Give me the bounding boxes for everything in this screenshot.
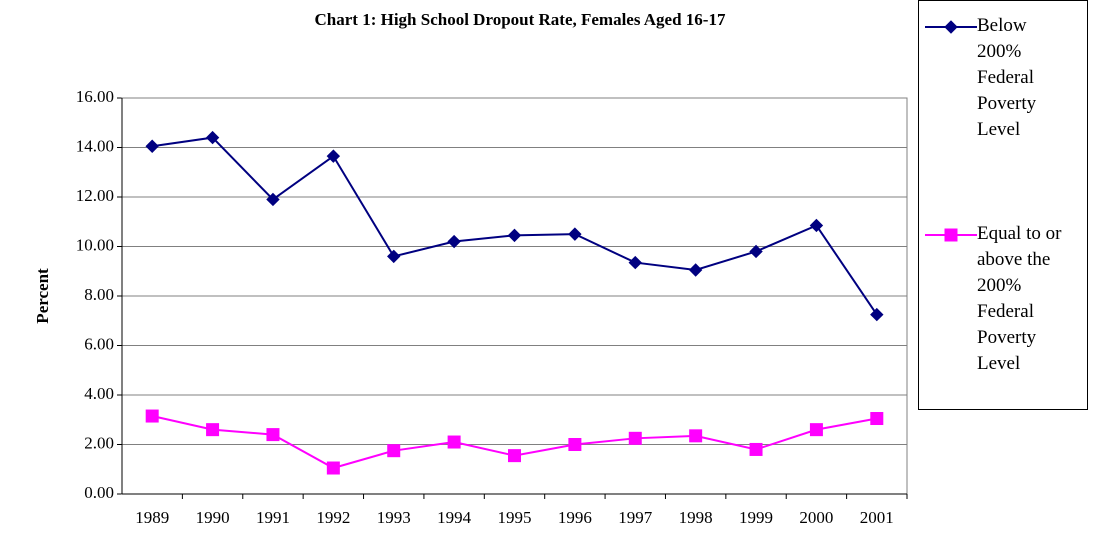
x-tick-label: 1997 (618, 508, 653, 527)
series-line (152, 136, 878, 316)
x-tick-label: 1993 (377, 508, 411, 527)
marker (447, 435, 461, 449)
marker (944, 20, 958, 34)
x-tick-label: 2000 (799, 508, 833, 527)
marker (568, 438, 582, 451)
marker (145, 139, 159, 153)
x-tick-label: 1995 (498, 508, 532, 527)
marker (387, 249, 401, 264)
marker (266, 428, 280, 442)
x-tick-label: 1998 (679, 508, 713, 527)
marker (205, 130, 220, 145)
y-tick-label: 12.00 (76, 186, 114, 205)
legend-swatch (925, 20, 977, 34)
x-tick-label: 1990 (196, 508, 230, 527)
marker (447, 234, 461, 249)
y-tick-label: 10.00 (76, 235, 114, 254)
marker (508, 449, 521, 463)
x-tick-label: 1989 (135, 508, 169, 527)
marker (809, 423, 823, 437)
marker (206, 423, 220, 437)
x-tick-label: 1994 (437, 508, 472, 527)
marker (749, 442, 763, 456)
legend-swatch (925, 228, 977, 242)
marker (628, 431, 642, 445)
marker (809, 218, 824, 233)
y-tick-label: 14.00 (76, 136, 114, 155)
marker (387, 444, 401, 458)
marker (507, 228, 522, 243)
marker (944, 228, 958, 242)
y-tick-label: 4.00 (84, 384, 114, 403)
legend-label: Below 200% Federal Poverty Level (977, 15, 1037, 140)
x-tick-label: 1996 (558, 508, 592, 527)
x-tick-label: 1991 (256, 508, 290, 527)
y-tick-label: 6.00 (84, 334, 114, 353)
marker (688, 263, 703, 277)
y-tick-label: 0.00 (84, 483, 114, 502)
marker (326, 461, 340, 475)
marker (145, 409, 159, 423)
y-tick-label: 16.00 (76, 87, 114, 106)
x-tick-label: 1992 (316, 508, 350, 527)
legend: Below 200% Federal Poverty Level Equal to… (918, 0, 1088, 410)
chart-title: Chart 1: High School Dropout Rate, Femal… (315, 10, 726, 29)
y-tick-label: 2.00 (84, 433, 114, 452)
y-axis-label: Percent (33, 268, 52, 324)
marker (749, 244, 763, 259)
marker (568, 227, 582, 241)
marker (870, 307, 884, 322)
y-tick-label: 8.00 (84, 285, 114, 304)
marker (628, 255, 642, 270)
marker (870, 412, 884, 426)
marker (326, 149, 341, 163)
marker (266, 192, 280, 207)
marker (689, 429, 703, 443)
x-tick-label: 1999 (739, 508, 773, 527)
legend-label: Equal to or above the 200% Federal Pover… (977, 223, 1062, 374)
x-tick-label: 2001 (860, 508, 894, 527)
